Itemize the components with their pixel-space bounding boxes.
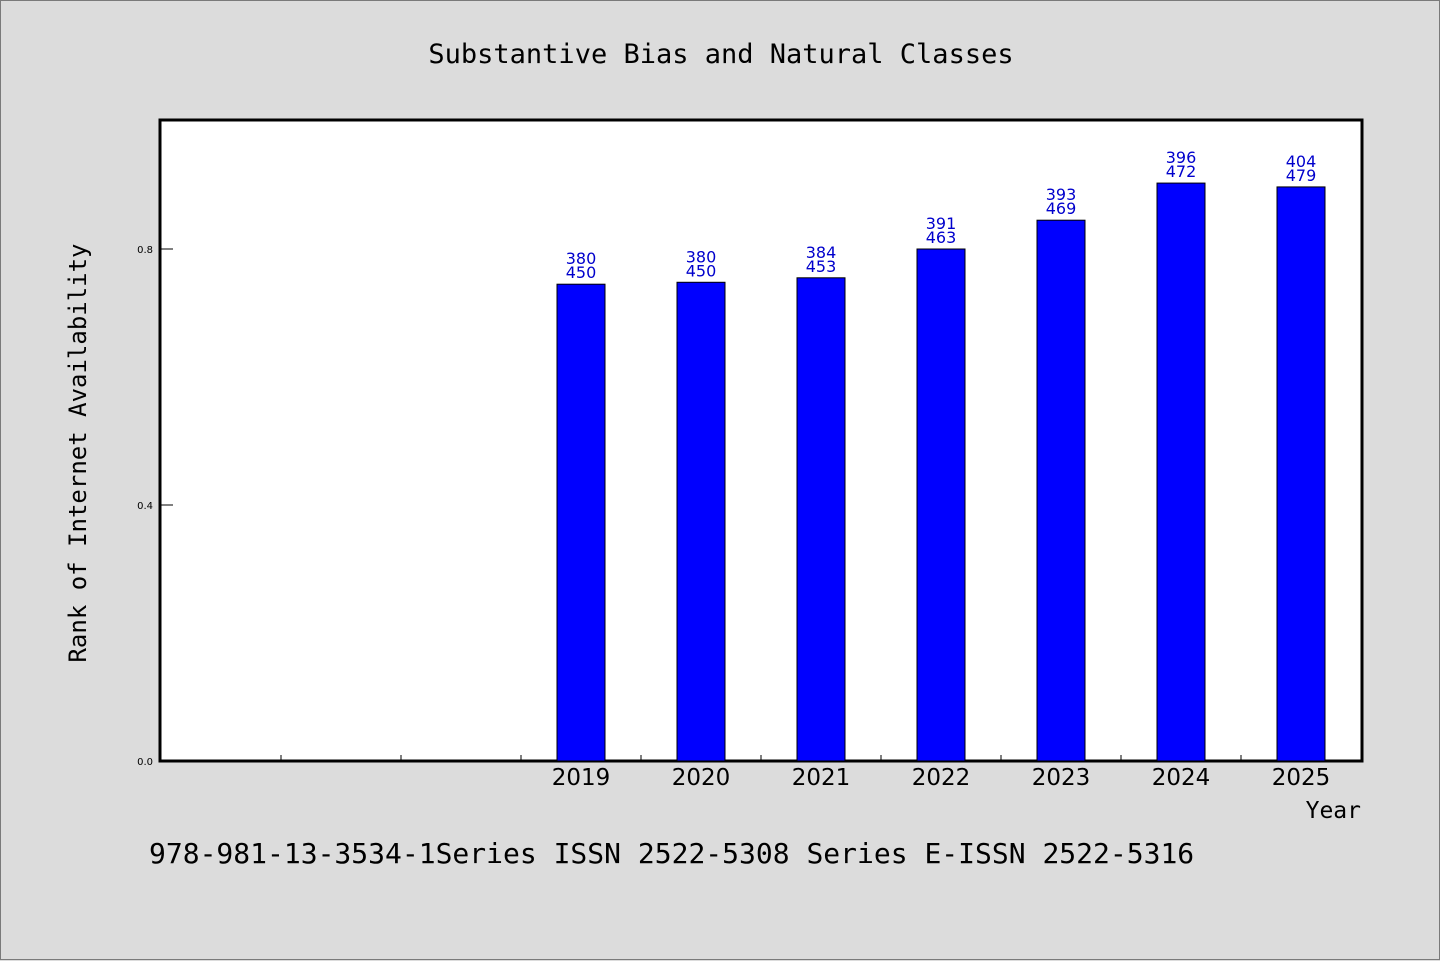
bar [676, 281, 726, 762]
data-labels-layer: 3804503804503844533914633934693964724044… [566, 148, 1317, 282]
data-label: 396 [1166, 148, 1197, 167]
data-label: 450 [686, 261, 717, 280]
data-label: 393 [1046, 185, 1077, 204]
data-label: 453 [806, 257, 837, 276]
bar [556, 283, 606, 762]
x-tick-label: 2023 [1032, 765, 1091, 791]
y-tick-label: 0.0 [137, 757, 153, 768]
bar [796, 277, 846, 762]
x-tick-label: 2021 [792, 765, 851, 791]
data-label: 463 [926, 228, 957, 247]
data-label: 404 [1286, 152, 1317, 171]
bar [916, 248, 966, 762]
y-tick-label: 0.4 [137, 501, 153, 512]
x-tick-label: 2020 [672, 765, 731, 791]
data-label: 450 [566, 263, 597, 282]
bar [1156, 182, 1206, 762]
chart-title: Substantive Bias and Natural Classes [428, 39, 1013, 70]
data-label: 472 [1166, 162, 1197, 181]
y-tick-label: 0.8 [137, 245, 153, 256]
x-axis-label: Year [1306, 798, 1361, 824]
bar [1036, 219, 1086, 762]
footer-note: 978-981-13-3534-1Series ISSN 2522-5308 S… [149, 837, 1194, 870]
data-label: 380 [686, 247, 717, 266]
x-tick-label: 2022 [912, 765, 971, 791]
data-label: 384 [806, 243, 837, 262]
data-label: 380 [566, 249, 597, 268]
data-label: 469 [1046, 199, 1077, 218]
data-label: 391 [926, 214, 957, 233]
x-tick-label: 2025 [1272, 765, 1331, 791]
y-axis-label: Rank of Internet Availability [64, 243, 92, 662]
axis-ticks-layer: 0.0 0.4 0.8 2019 2020 2021 2022 2023 2024 2025 [137, 245, 1330, 791]
x-tick-label: 2019 [552, 765, 611, 791]
data-label: 479 [1286, 166, 1317, 185]
x-tick-label: 2024 [1152, 765, 1211, 791]
bar [1276, 186, 1326, 762]
bars-layer [556, 182, 1326, 762]
